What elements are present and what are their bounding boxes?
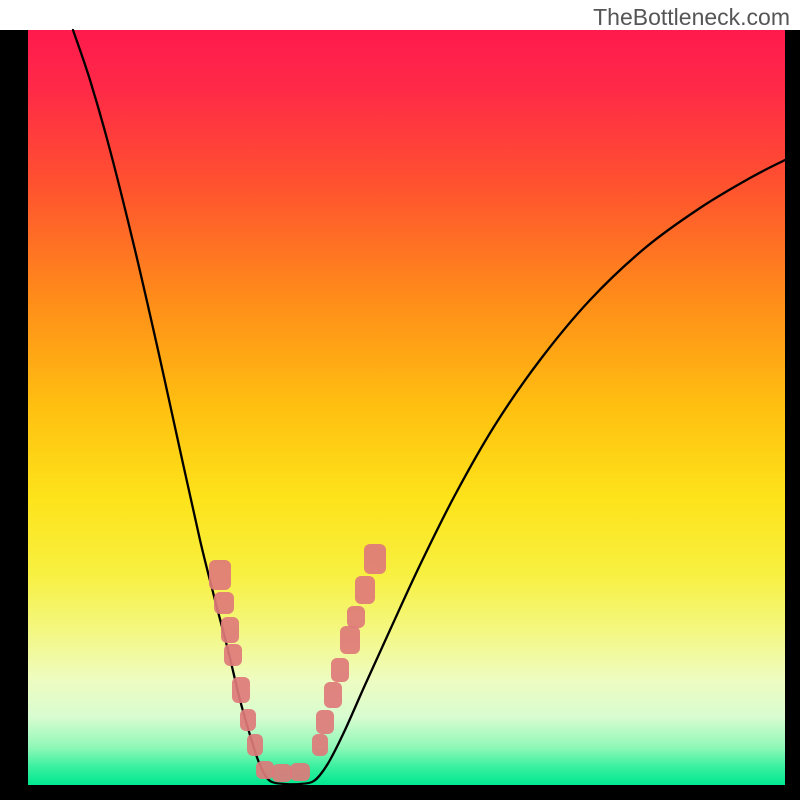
data-marker — [224, 644, 242, 666]
bottleneck-chart — [0, 0, 800, 800]
chart-background-gradient — [28, 30, 785, 785]
data-marker — [221, 617, 239, 643]
data-marker — [272, 764, 292, 782]
data-marker — [240, 709, 256, 731]
data-marker — [214, 592, 234, 614]
data-marker — [331, 658, 349, 682]
data-marker — [247, 734, 263, 756]
data-marker — [312, 734, 328, 756]
data-marker — [232, 677, 250, 703]
data-marker — [290, 763, 310, 781]
data-marker — [209, 560, 231, 590]
data-marker — [355, 576, 375, 604]
watermark-text: TheBottleneck.com — [593, 4, 790, 31]
chart-container: { "watermark": { "text": "TheBottleneck.… — [0, 0, 800, 800]
data-marker — [347, 606, 365, 628]
data-marker — [316, 710, 334, 734]
data-marker — [340, 626, 360, 654]
data-marker — [364, 544, 386, 574]
data-marker — [256, 761, 274, 779]
data-marker — [324, 682, 342, 708]
